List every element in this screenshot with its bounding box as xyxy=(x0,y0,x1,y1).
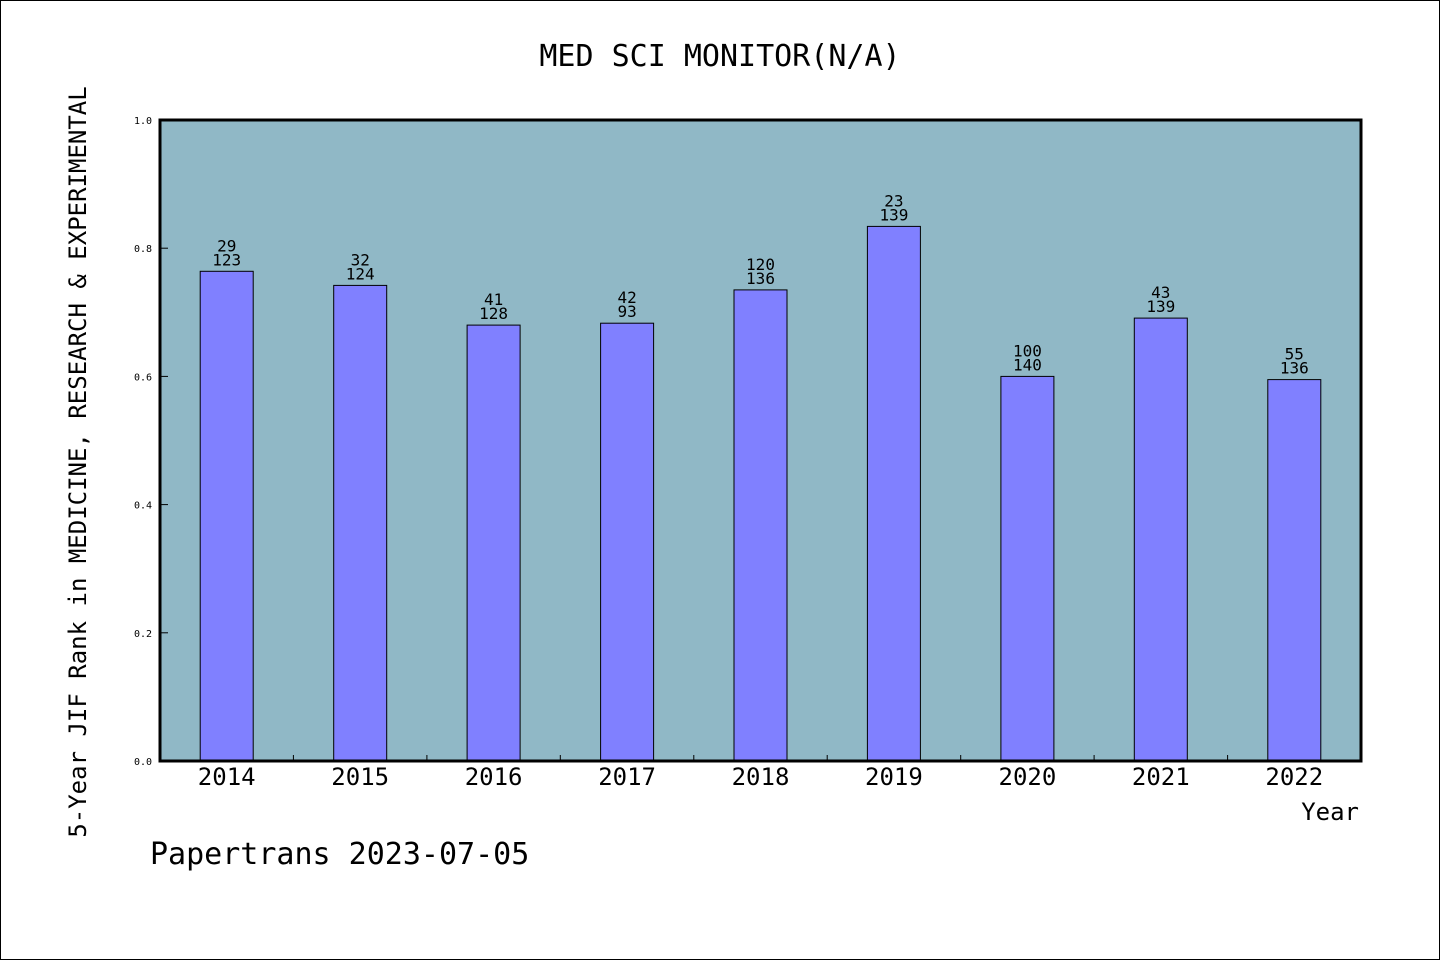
x-tick-label-2019: 2019 xyxy=(865,763,923,791)
chart-title: MED SCI MONITOR(N/A) xyxy=(539,39,900,74)
x-tick-label-2021: 2021 xyxy=(1132,763,1190,791)
x-tick-label-2017: 2017 xyxy=(598,763,656,791)
bar-label-rank-2018: 120 xyxy=(746,255,775,274)
bar-2015 xyxy=(333,284,388,762)
bar-label-total-2017: 93 xyxy=(617,302,636,321)
bar-label-total-2019: 139 xyxy=(879,205,908,224)
bar-label-total-2015: 124 xyxy=(346,264,375,283)
bar-label-total-2018: 136 xyxy=(746,269,775,288)
x-tick-label-2018: 2018 xyxy=(732,763,790,791)
bar-label-rank-2019: 23 xyxy=(884,191,903,210)
bar-2017 xyxy=(600,322,655,762)
bar-label-rank-2017: 42 xyxy=(617,288,636,307)
bar-label-rank-2020: 100 xyxy=(1013,341,1042,360)
x-axis-ticks: 2014 2015 2016 2017 2018 2019 2020 2021 2022 xyxy=(198,755,1323,791)
bar-label-rank-2015: 32 xyxy=(351,250,370,269)
x-tick-label-2020: 2020 xyxy=(999,763,1057,791)
y-axis-label: 5-Year JIF Rank in MEDICINE, RESEARCH & … xyxy=(64,86,92,837)
bar-label-total-2016: 128 xyxy=(479,304,508,323)
footer-credit: Papertrans 2023-07-05 xyxy=(150,837,529,872)
bars-layer xyxy=(199,225,1322,762)
bar-label-total-2020: 140 xyxy=(1013,355,1042,374)
bar-label-rank-2016: 41 xyxy=(484,290,503,309)
bar-label-total-2014: 123 xyxy=(212,250,241,269)
x-tick-label-2015: 2015 xyxy=(331,763,389,791)
bar-label-rank-2022: 55 xyxy=(1285,345,1304,364)
bar-2020 xyxy=(1000,375,1055,762)
x-tick-label-2016: 2016 xyxy=(465,763,523,791)
bar-label-rank-2014: 29 xyxy=(217,236,236,255)
bar-2014 xyxy=(199,270,254,762)
x-axis-label: Year xyxy=(1301,798,1359,826)
x-tick-label-2022: 2022 xyxy=(1265,763,1323,791)
bar-2019 xyxy=(866,225,921,762)
bar-2016 xyxy=(466,324,521,762)
bar-label-rank-2021: 43 xyxy=(1151,283,1170,302)
bar-2021 xyxy=(1133,317,1188,762)
y-tick-label-0.2: 0.2 xyxy=(134,629,152,640)
y-tick-label-0.4: 0.4 xyxy=(134,501,152,512)
y-tick-label-0.6: 0.6 xyxy=(134,372,152,383)
y-tick-label-0.8: 0.8 xyxy=(134,244,152,255)
bar-2022 xyxy=(1267,379,1322,762)
y-tick-label-1.0: 1.0 xyxy=(134,116,152,127)
bar-label-total-2021: 139 xyxy=(1146,297,1175,316)
bar-2018 xyxy=(733,289,788,762)
plot-border xyxy=(158,118,1363,763)
x-tick-label-2014: 2014 xyxy=(198,763,256,791)
bar-label-total-2022: 136 xyxy=(1280,359,1309,378)
y-tick-label-0.0: 0.0 xyxy=(134,757,152,768)
